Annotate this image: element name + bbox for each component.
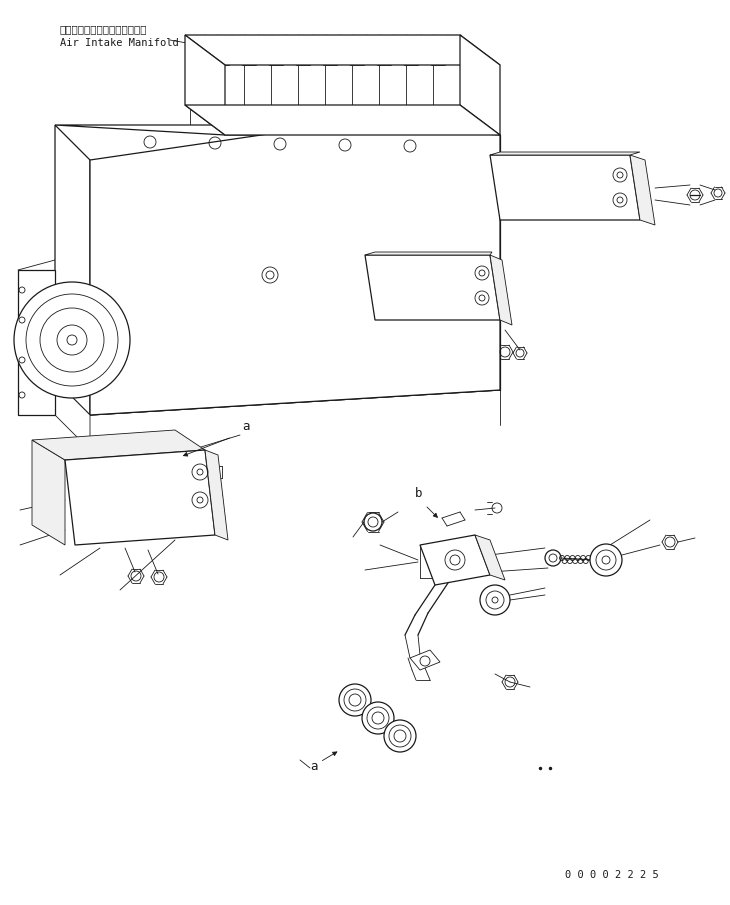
Polygon shape [55, 125, 500, 135]
Circle shape [14, 282, 130, 398]
Polygon shape [55, 125, 90, 415]
Polygon shape [55, 380, 90, 450]
Polygon shape [205, 450, 228, 540]
Text: エアーインテークマニホールド: エアーインテークマニホールド [60, 24, 147, 34]
Circle shape [384, 720, 416, 752]
Polygon shape [410, 650, 440, 670]
Polygon shape [365, 255, 500, 320]
Polygon shape [185, 35, 500, 65]
Polygon shape [18, 270, 55, 415]
Polygon shape [185, 35, 225, 135]
Polygon shape [65, 450, 215, 545]
Polygon shape [460, 35, 500, 135]
Circle shape [362, 702, 394, 734]
Circle shape [339, 684, 371, 716]
Polygon shape [475, 535, 505, 580]
Polygon shape [185, 105, 500, 135]
Circle shape [480, 585, 510, 615]
Text: a: a [242, 420, 250, 433]
Polygon shape [365, 252, 492, 255]
Polygon shape [490, 155, 640, 220]
Polygon shape [420, 535, 490, 585]
Circle shape [590, 544, 622, 576]
Polygon shape [490, 255, 512, 325]
Polygon shape [90, 125, 500, 415]
Polygon shape [32, 430, 205, 460]
Polygon shape [630, 155, 655, 225]
Text: 0 0 0 0 2 2 2 5: 0 0 0 0 2 2 2 5 [565, 870, 658, 880]
Text: a: a [310, 760, 318, 773]
Polygon shape [490, 152, 640, 155]
Polygon shape [32, 440, 65, 545]
Text: b: b [415, 487, 423, 500]
Text: Air Intake Manifold: Air Intake Manifold [60, 38, 179, 48]
